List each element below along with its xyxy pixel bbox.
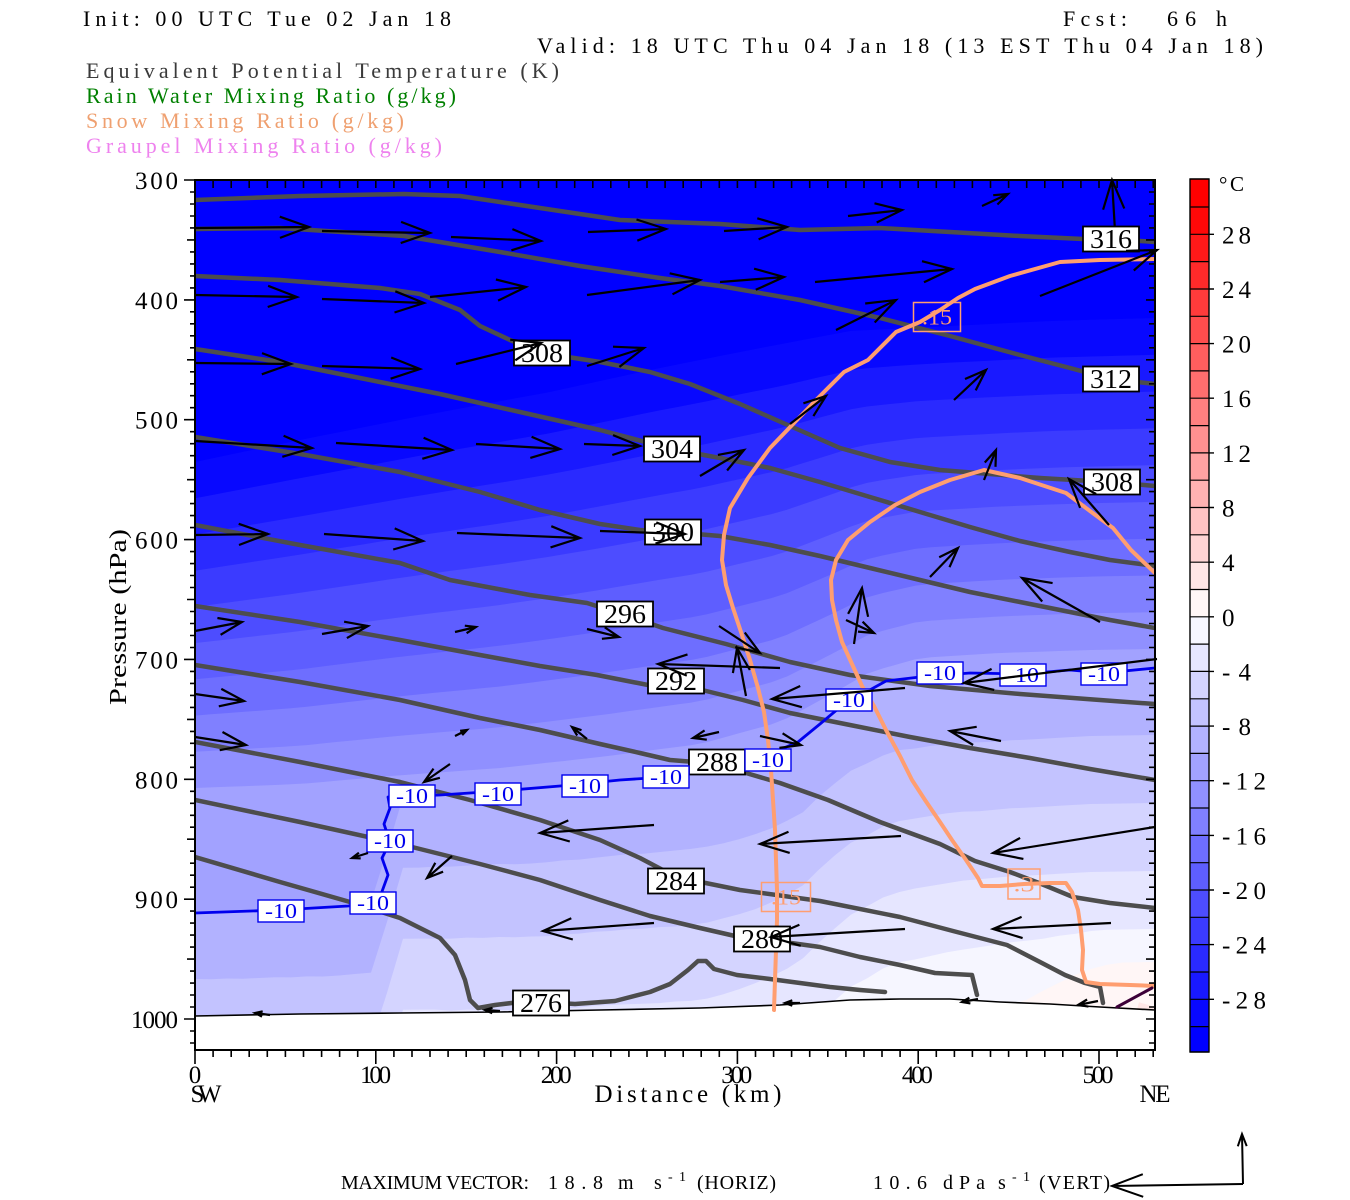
svg-text:100: 100 bbox=[360, 1062, 391, 1089]
svg-text:Equivalent Potential Temperatu: Equivalent Potential Temperature (K) bbox=[86, 58, 559, 83]
svg-text:10.6: 10.6 bbox=[873, 1172, 927, 1194]
svg-text:-10: -10 bbox=[752, 748, 784, 772]
svg-text:16: 16 bbox=[1222, 386, 1251, 413]
svg-text:-8: -8 bbox=[1222, 714, 1251, 741]
svg-text:°C: °C bbox=[1219, 172, 1244, 196]
svg-text:500: 500 bbox=[135, 408, 178, 435]
svg-text:Fcst:: Fcst: bbox=[1063, 6, 1127, 31]
svg-text:0: 0 bbox=[1222, 605, 1235, 632]
svg-text:900: 900 bbox=[135, 887, 178, 914]
svg-text:-12: -12 bbox=[1222, 769, 1266, 796]
svg-text:308: 308 bbox=[1091, 467, 1133, 497]
svg-text:-20: -20 bbox=[1222, 878, 1266, 905]
svg-text:500: 500 bbox=[1083, 1062, 1114, 1089]
svg-text:dPa: dPa bbox=[943, 1172, 985, 1194]
svg-text:300: 300 bbox=[135, 168, 178, 195]
svg-text:Snow Mixing Ratio (g/kg): Snow Mixing Ratio (g/kg) bbox=[86, 108, 404, 133]
svg-text:18.8: 18.8 bbox=[548, 1172, 603, 1194]
svg-text:200: 200 bbox=[541, 1062, 572, 1089]
svg-text:400: 400 bbox=[135, 288, 178, 315]
svg-text:Graupel Mixing Ratio (g/kg): Graupel Mixing Ratio (g/kg) bbox=[86, 133, 442, 158]
svg-text:304: 304 bbox=[651, 434, 694, 464]
svg-text:-10: -10 bbox=[569, 774, 601, 798]
svg-text:Valid: 18 UTC Thu 04 Jan 18 (1: Valid: 18 UTC Thu 04 Jan 18 (13 EST Thu … bbox=[537, 33, 1263, 58]
svg-text:1000: 1000 bbox=[131, 1007, 178, 1034]
svg-text:-10: -10 bbox=[374, 829, 406, 853]
svg-text:Init: 00 UTC Tue 02 Jan 18: Init: 00 UTC Tue 02 Jan 18 bbox=[83, 6, 451, 31]
svg-text:.15: .15 bbox=[771, 885, 801, 910]
svg-text:800: 800 bbox=[135, 767, 178, 794]
svg-text:(VERT): (VERT) bbox=[1039, 1172, 1110, 1194]
svg-text:4: 4 bbox=[1222, 550, 1235, 577]
svg-text:Rain Water Mixing Ratio (g/kg): Rain Water Mixing Ratio (g/kg) bbox=[86, 83, 456, 108]
svg-text:66 h: 66 h bbox=[1167, 6, 1227, 31]
svg-text:-1: -1 bbox=[1012, 1170, 1030, 1185]
svg-text:-1: -1 bbox=[668, 1170, 686, 1185]
svg-text:SW: SW bbox=[191, 1081, 222, 1108]
svg-text:.15: .15 bbox=[922, 305, 952, 330]
svg-text:-10: -10 bbox=[396, 784, 428, 808]
svg-text:20: 20 bbox=[1222, 332, 1251, 359]
svg-text:s: s bbox=[998, 1172, 1006, 1194]
svg-text:-10: -10 bbox=[650, 765, 682, 789]
svg-text:24: 24 bbox=[1222, 277, 1252, 304]
svg-text:400: 400 bbox=[902, 1062, 933, 1089]
svg-text:-16: -16 bbox=[1222, 823, 1266, 850]
svg-text:-10: -10 bbox=[924, 661, 956, 685]
svg-text:600: 600 bbox=[135, 528, 178, 555]
svg-text:300: 300 bbox=[721, 1062, 752, 1089]
svg-text:8: 8 bbox=[1222, 496, 1235, 523]
svg-text:316: 316 bbox=[1090, 224, 1132, 254]
svg-text:Pressure (hPa): Pressure (hPa) bbox=[106, 529, 132, 705]
svg-text:s: s bbox=[654, 1172, 662, 1194]
svg-text:284: 284 bbox=[655, 866, 698, 896]
svg-text:MAXIMUM VECTOR:: MAXIMUM VECTOR: bbox=[341, 1172, 529, 1194]
svg-text:-10: -10 bbox=[482, 782, 514, 806]
svg-text:NE: NE bbox=[1140, 1081, 1171, 1108]
svg-text:276: 276 bbox=[520, 988, 562, 1018]
svg-text:(HORIZ): (HORIZ) bbox=[697, 1172, 776, 1194]
svg-text:0: 0 bbox=[189, 1062, 202, 1089]
svg-text:-10: -10 bbox=[265, 899, 297, 923]
svg-text:-24: -24 bbox=[1222, 933, 1267, 960]
svg-text:-10: -10 bbox=[357, 891, 389, 915]
svg-text:Distance (km): Distance (km) bbox=[595, 1081, 782, 1108]
svg-text:.3: .3 bbox=[1014, 872, 1035, 897]
svg-text:312: 312 bbox=[1090, 364, 1132, 394]
svg-text:12: 12 bbox=[1222, 441, 1251, 468]
svg-text:28: 28 bbox=[1222, 222, 1251, 249]
svg-text:700: 700 bbox=[135, 647, 178, 674]
svg-text:m: m bbox=[618, 1172, 634, 1194]
svg-text:-4: -4 bbox=[1222, 659, 1252, 686]
svg-text:288: 288 bbox=[696, 747, 738, 777]
svg-text:-28: -28 bbox=[1222, 987, 1266, 1014]
svg-text:296: 296 bbox=[604, 599, 646, 629]
